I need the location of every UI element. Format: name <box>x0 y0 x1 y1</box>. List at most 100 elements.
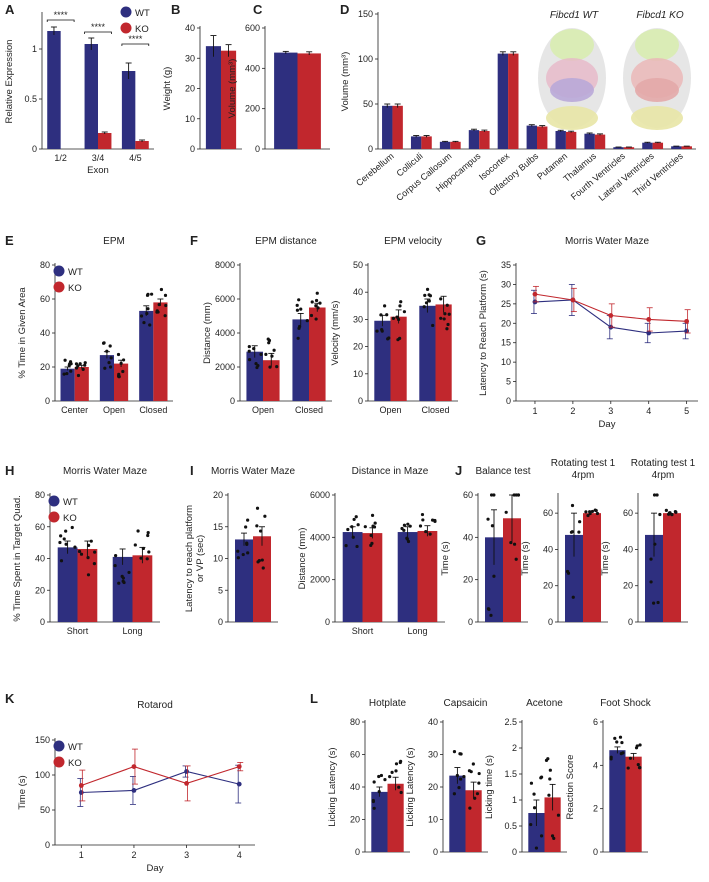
data-point <box>148 323 152 327</box>
data-point <box>571 595 575 599</box>
data-point <box>653 542 657 546</box>
data-point <box>315 291 319 295</box>
legend-label-wt: WT <box>135 8 150 19</box>
data-point <box>422 305 426 309</box>
data-point <box>65 371 69 376</box>
data-point <box>445 327 449 331</box>
bar-wt <box>584 133 595 149</box>
data-point <box>578 520 582 524</box>
bar-ko <box>221 50 237 149</box>
data-point-ko <box>184 781 189 786</box>
data-point <box>609 757 613 761</box>
bar-ko <box>503 518 521 622</box>
data-point <box>658 512 662 517</box>
data-point <box>255 524 259 528</box>
bar-wt <box>609 750 626 852</box>
y-tick-label: 0 <box>32 144 37 154</box>
y-tick-label: 0 <box>368 144 373 154</box>
bar-wt <box>613 147 624 149</box>
data-point <box>447 312 451 316</box>
chart-title: Hotplate <box>369 698 407 709</box>
data-point <box>114 554 118 558</box>
bar-wt <box>57 547 78 622</box>
bar-ko <box>114 363 129 401</box>
significance-bracket <box>121 43 150 46</box>
data-point <box>81 367 85 371</box>
y-axis-label: Time (s) <box>520 541 531 575</box>
data-point <box>103 366 107 370</box>
data-point <box>164 303 168 308</box>
data-point <box>363 525 367 529</box>
data-point <box>388 775 392 779</box>
y-tick-label: 2000 <box>310 575 330 585</box>
brain-ko-image <box>623 28 691 130</box>
x-tick-label: Closed <box>295 405 323 415</box>
data-point <box>254 362 258 366</box>
panel-label: J <box>455 463 462 478</box>
data-point <box>652 601 656 605</box>
data-point <box>514 493 518 497</box>
data-point <box>532 792 536 796</box>
y-tick-label: 6 <box>593 717 598 727</box>
data-point <box>105 349 109 353</box>
y-tick-label: 1 <box>512 795 517 805</box>
data-point <box>402 523 407 527</box>
data-point <box>247 349 251 353</box>
data-point <box>467 769 472 773</box>
y-tick-label: 40 <box>463 532 473 542</box>
legend-marker-ko <box>53 281 65 293</box>
y-tick-label: 10 <box>428 815 438 825</box>
bar-ko <box>392 105 403 149</box>
chart-j1: J Balance test 0 20 40 60 Time (s) <box>440 463 531 627</box>
bar-ko <box>153 302 168 401</box>
y-tick-label: 0 <box>506 396 511 406</box>
data-point <box>433 518 437 523</box>
x-tick-label: Center <box>61 405 88 415</box>
data-point <box>73 545 77 549</box>
data-point <box>141 546 145 551</box>
x-tick-label: 1 <box>532 406 537 416</box>
y-tick-label: 30 <box>501 279 511 289</box>
y-tick-label: 30 <box>428 750 438 760</box>
data-point <box>548 768 552 772</box>
y-tick-label: 60 <box>40 294 50 304</box>
bar-wt <box>121 71 136 149</box>
data-point <box>109 356 113 360</box>
bar-wt <box>292 319 309 401</box>
data-point <box>142 320 146 325</box>
bar-ko <box>544 797 561 852</box>
bar-ko <box>98 133 112 149</box>
x-tick-label: Closed <box>139 405 167 415</box>
y-tick-label: 4000 <box>310 532 330 542</box>
data-point <box>252 347 256 351</box>
data-point <box>369 533 373 537</box>
data-point <box>255 506 260 510</box>
data-point <box>159 287 164 292</box>
data-point <box>139 556 143 560</box>
y-tick-label: 4000 <box>215 328 235 338</box>
data-point <box>620 740 624 745</box>
legend-marker-ko <box>53 756 65 768</box>
chart-k: K Rotarod 0 50 100 150 Time (s) 1 2 3 4 Day WT KO <box>5 691 255 874</box>
y-tick-label: 40 <box>350 782 360 792</box>
data-point <box>62 372 66 376</box>
y-tick-label: 40 <box>543 544 553 554</box>
data-point <box>398 336 402 340</box>
data-point <box>59 534 63 538</box>
bar-ko <box>421 136 432 149</box>
data-point <box>92 562 97 566</box>
data-point <box>427 299 431 303</box>
y-tick-label: 60 <box>543 508 553 518</box>
y-tick-label: 2 <box>593 804 598 814</box>
bar-wt <box>382 105 393 149</box>
bar-wt <box>342 532 363 622</box>
data-point <box>509 540 513 545</box>
y-tick-label: 6000 <box>310 490 330 500</box>
data-point <box>79 552 84 556</box>
data-point <box>246 518 250 522</box>
bar-wt <box>60 368 75 401</box>
y-axis-label-cont: or VP (sec) <box>195 535 206 582</box>
data-point <box>396 317 401 322</box>
panel-label: H <box>5 463 14 478</box>
